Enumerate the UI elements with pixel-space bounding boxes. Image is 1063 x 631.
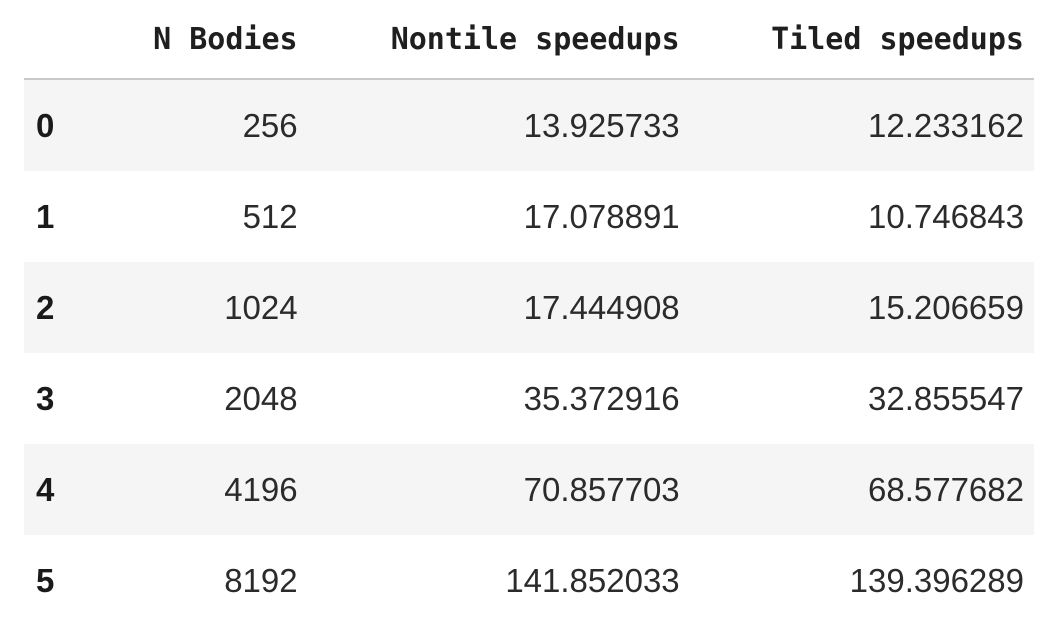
cell-nontile-speedup: 70.857703 [523,470,680,508]
header-row: N Bodies Nontile speedups Tiled speedups [24,0,1034,80]
cell-n-bodies: 2048 [224,379,298,417]
cell-n-bodies: 8192 [224,561,298,599]
column-header-tiled-speedups: Tiled speedups [689,0,1034,80]
table-row: 1 512 17.078891 10.746843 [24,171,1034,262]
table-row: 0 256 13.925733 12.233162 [24,79,1034,171]
cell-n-bodies: 512 [242,197,298,235]
cell-tiled-speedup: 32.855547 [868,379,1024,417]
cell-n-bodies: 1024 [224,288,298,326]
table-row: 2 1024 17.444908 15.206659 [24,262,1034,353]
column-header-n-bodies: N Bodies [98,0,308,80]
row-index: 0 [36,106,55,144]
table-header: N Bodies Nontile speedups Tiled speedups [24,0,1034,80]
row-index: 1 [36,197,55,235]
cell-nontile-speedup: 141.852033 [505,561,680,599]
cell-n-bodies: 256 [242,106,298,144]
cell-nontile-speedup: 35.372916 [523,379,680,417]
dataframe-output: N Bodies Nontile speedups Tiled speedups… [24,0,1034,626]
cell-tiled-speedup: 10.746843 [868,197,1024,235]
row-index: 2 [36,288,55,326]
row-index: 4 [36,470,55,508]
cell-nontile-speedup: 17.444908 [523,288,680,326]
cell-tiled-speedup: 15.206659 [868,288,1024,326]
cell-n-bodies: 4196 [224,470,298,508]
row-index: 5 [36,561,55,599]
table-row: 3 2048 35.372916 32.855547 [24,353,1034,444]
dataframe-table: N Bodies Nontile speedups Tiled speedups… [24,0,1034,626]
table-body: 0 256 13.925733 12.233162 1 512 17.07889… [24,79,1034,626]
index-column-header [24,0,99,80]
table-row: 5 8192 141.852033 139.396289 [24,535,1034,626]
cell-tiled-speedup: 68.577682 [868,470,1024,508]
table-row: 4 4196 70.857703 68.577682 [24,444,1034,535]
cell-tiled-speedup: 139.396289 [849,561,1024,599]
column-header-nontile-speedups: Nontile speedups [307,0,690,80]
row-index: 3 [36,379,55,417]
cell-nontile-speedup: 17.078891 [523,197,680,235]
cell-tiled-speedup: 12.233162 [868,106,1024,144]
cell-nontile-speedup: 13.925733 [523,106,680,144]
